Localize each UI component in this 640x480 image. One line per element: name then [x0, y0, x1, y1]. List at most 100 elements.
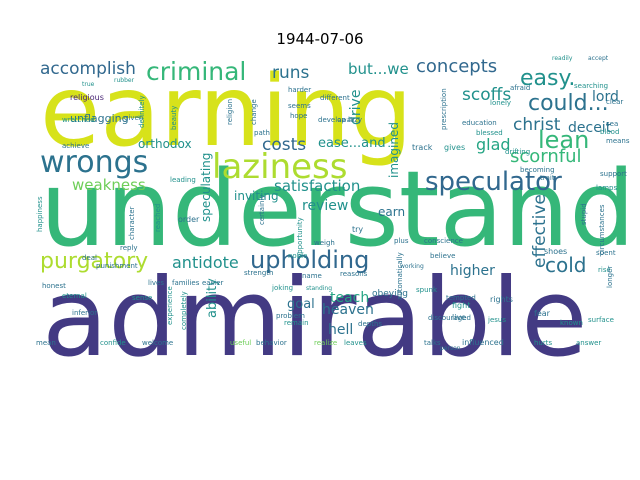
- word-accomplish: accomplish: [40, 59, 136, 79]
- word-useful: useful: [230, 339, 251, 347]
- word-runs: runs: [272, 63, 310, 83]
- word-weakness: weakness: [72, 176, 146, 194]
- word-support: support: [600, 170, 627, 178]
- word-deceit: deceit: [568, 120, 612, 136]
- word-talks: talks: [424, 339, 441, 347]
- word-effective: effective: [530, 194, 550, 268]
- word-antidote: antidote: [172, 253, 239, 272]
- word-depths: depths: [358, 320, 382, 328]
- word-sea: sea: [606, 120, 618, 128]
- word-rise: rise: [598, 266, 611, 274]
- word-concepts: concepts: [416, 56, 497, 77]
- word-religious: religious: [70, 93, 104, 102]
- word-understand: understand: [40, 148, 635, 270]
- word-laziness: laziness: [212, 147, 347, 187]
- word-costs: costs: [262, 135, 306, 155]
- word-behavior: behavior: [256, 339, 287, 347]
- word-order: order: [178, 215, 200, 224]
- word-speculating: speculating: [199, 153, 213, 222]
- word-upholding: upholding: [250, 246, 369, 274]
- word-opportunity: opportunity: [296, 217, 304, 258]
- word-person: person: [440, 345, 461, 352]
- word-strength: strength: [244, 269, 273, 277]
- word-lonely: lonely: [490, 99, 511, 107]
- word-answer: answer: [576, 339, 601, 347]
- word-remain: remain: [284, 319, 309, 327]
- word-but-we: but...we: [348, 60, 409, 78]
- word-happiness: happiness: [36, 196, 44, 232]
- word-experience: experience: [166, 286, 174, 325]
- word-leaves: leaves: [344, 339, 367, 347]
- word-higher: higher: [450, 263, 495, 279]
- word-deal: deal: [82, 254, 97, 262]
- word-education: education: [462, 119, 497, 127]
- word-speculator: speculator: [425, 167, 562, 197]
- word-imagined: imagined: [387, 122, 401, 178]
- word-purgatory: purgatory: [40, 249, 148, 274]
- chart-title: 1944-07-06: [276, 30, 364, 48]
- word-conscience: conscience: [424, 237, 463, 245]
- word-prescription: prescription: [440, 88, 448, 130]
- word-given: given: [124, 114, 143, 122]
- word-track: track: [412, 143, 433, 152]
- word-automatically: automatically: [396, 252, 404, 300]
- word-heaven: heaven: [322, 302, 374, 318]
- word-clear: clear: [606, 98, 623, 106]
- word-name: name: [302, 272, 322, 280]
- word-accept: accept: [588, 55, 609, 62]
- word-goal: goal: [287, 297, 315, 312]
- word-reasons: reasons: [340, 270, 368, 278]
- word-scornful: scornful: [510, 146, 582, 167]
- word-teach: teach: [330, 290, 369, 306]
- word-different: different: [320, 94, 350, 102]
- word-live: live: [452, 313, 466, 322]
- word-true: true: [82, 81, 95, 88]
- word-christ: christ: [513, 115, 561, 135]
- word-drifting: drifting: [505, 148, 530, 156]
- word-becoming: becoming: [520, 166, 555, 174]
- word-reached: reached: [154, 204, 162, 232]
- word-scoffs: scoffs: [462, 85, 511, 105]
- word-circumstances: circumstances: [598, 204, 606, 255]
- word-spent: spent: [596, 249, 616, 257]
- word-lazy: lazy: [348, 116, 362, 124]
- word-cold: cold: [545, 253, 586, 277]
- word-glad: glad: [476, 135, 511, 154]
- word-plus: plus: [394, 237, 409, 245]
- word-achieve: achieve: [62, 142, 89, 150]
- word-problem: problem: [276, 312, 305, 320]
- word-orthodox: orthodox: [138, 137, 192, 151]
- word-unflagging: unflagging: [70, 112, 129, 125]
- word-awak: awak: [338, 117, 354, 124]
- word-afraid: afraid: [510, 84, 530, 92]
- word-easy: easy.: [520, 66, 575, 91]
- word-religion: religion: [226, 99, 234, 125]
- word-joking: joking: [271, 284, 293, 292]
- word-review: review: [302, 198, 348, 214]
- word-earning: earning: [40, 55, 413, 169]
- word-longer: longer: [606, 266, 614, 288]
- word-readily: readily: [552, 55, 573, 62]
- word-certainly: certainly: [258, 194, 266, 225]
- word-eternal: eternal: [62, 292, 87, 300]
- word-spunk: spunk: [416, 286, 438, 294]
- word-hurts: hurts: [534, 339, 552, 347]
- word-ability: ability: [205, 278, 220, 318]
- word-shoes: shoes: [544, 247, 567, 256]
- word-criminal: criminal: [146, 57, 246, 86]
- word-jesus: jesus: [487, 316, 506, 324]
- word-gives: gives: [444, 143, 465, 152]
- word-satisfaction: satisfaction: [274, 177, 360, 195]
- word-working: working: [400, 263, 424, 270]
- word-means: means: [606, 137, 630, 145]
- word-reply: reply: [120, 244, 138, 252]
- word-searching: searching: [574, 82, 608, 90]
- word-harder: harder: [288, 86, 311, 94]
- word-hell: hell: [328, 322, 353, 338]
- word-lean: lean: [538, 126, 589, 154]
- word-stupid: stupid: [580, 203, 588, 225]
- word-surface: surface: [588, 316, 614, 324]
- word-inviting: inviting: [234, 189, 279, 203]
- word-mean: mean: [36, 339, 56, 347]
- word-welcome: welcome: [142, 339, 173, 347]
